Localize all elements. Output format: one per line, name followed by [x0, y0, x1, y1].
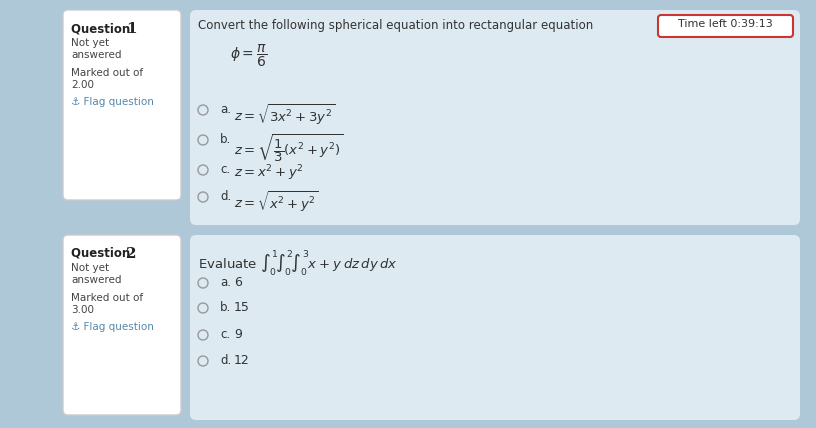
Text: Question: Question: [71, 22, 135, 35]
Text: 15: 15: [234, 301, 250, 314]
Text: Not yet: Not yet: [71, 38, 109, 48]
FancyBboxPatch shape: [190, 235, 800, 420]
Text: d.: d.: [220, 190, 231, 203]
Text: $z = x^2 + y^2$: $z = x^2 + y^2$: [234, 163, 304, 183]
Text: 2.00: 2.00: [71, 80, 94, 90]
Text: Marked out of: Marked out of: [71, 293, 143, 303]
Text: 9: 9: [234, 328, 242, 341]
Text: b.: b.: [220, 301, 231, 314]
Text: 6: 6: [234, 276, 242, 289]
Text: b.: b.: [220, 133, 231, 146]
FancyBboxPatch shape: [658, 15, 793, 37]
Text: ⚓ Flag question: ⚓ Flag question: [71, 322, 154, 332]
Text: c.: c.: [220, 163, 230, 176]
Text: $z = \sqrt{\dfrac{1}{3}(x^2 + y^2)}$: $z = \sqrt{\dfrac{1}{3}(x^2 + y^2)}$: [234, 133, 344, 165]
Text: 1: 1: [126, 22, 136, 36]
Text: $z = \sqrt{x^2 + y^2}$: $z = \sqrt{x^2 + y^2}$: [234, 190, 318, 214]
Text: answered: answered: [71, 50, 122, 60]
Text: $\phi = \dfrac{\pi}{6}$: $\phi = \dfrac{\pi}{6}$: [230, 43, 267, 69]
FancyBboxPatch shape: [63, 10, 181, 200]
Text: $z = \sqrt{3x^2 + 3y^2}$: $z = \sqrt{3x^2 + 3y^2}$: [234, 103, 335, 127]
Text: answered: answered: [71, 275, 122, 285]
Text: Question: Question: [71, 247, 135, 260]
Text: a.: a.: [220, 276, 231, 289]
Text: d.: d.: [220, 354, 231, 367]
Text: Marked out of: Marked out of: [71, 68, 143, 78]
Text: Evaluate $\int_0^1\!\int_0^2\!\int_0^3 x + y\; dz\,dy\,dx$: Evaluate $\int_0^1\!\int_0^2\!\int_0^3 x…: [198, 248, 397, 278]
Text: Convert the following spherical equation into rectangular equation: Convert the following spherical equation…: [198, 19, 593, 32]
Text: 2: 2: [126, 247, 136, 261]
FancyBboxPatch shape: [63, 235, 181, 415]
Text: 3.00: 3.00: [71, 305, 94, 315]
Text: ⚓ Flag question: ⚓ Flag question: [71, 97, 154, 107]
Text: a.: a.: [220, 103, 231, 116]
Text: c.: c.: [220, 328, 230, 341]
Text: 12: 12: [234, 354, 250, 367]
Text: Time left 0:39:13: Time left 0:39:13: [677, 19, 773, 29]
FancyBboxPatch shape: [190, 10, 800, 225]
Text: Not yet: Not yet: [71, 263, 109, 273]
